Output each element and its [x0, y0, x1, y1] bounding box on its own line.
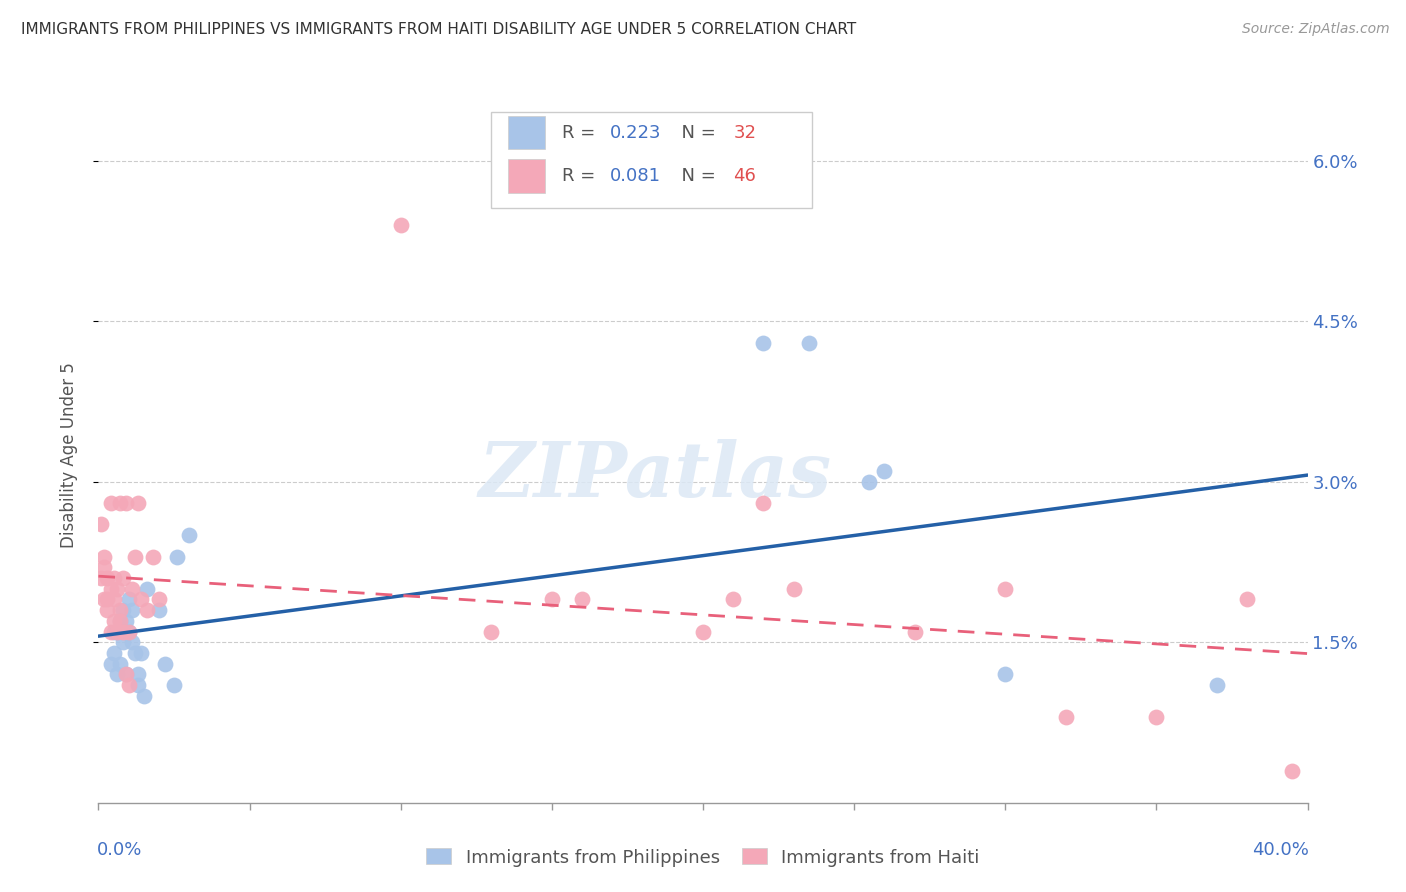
Text: 0.0%: 0.0% — [97, 841, 142, 859]
Point — [571, 592, 593, 607]
Point — [103, 646, 125, 660]
Point — [111, 603, 134, 617]
Point — [118, 624, 141, 639]
Point — [103, 624, 125, 639]
Text: 46: 46 — [734, 167, 756, 185]
Point — [108, 657, 131, 671]
Point — [118, 678, 141, 692]
Point — [96, 571, 118, 585]
Text: 0.081: 0.081 — [610, 167, 661, 185]
Point — [1054, 710, 1077, 724]
Point — [994, 582, 1017, 596]
Point — [118, 624, 141, 639]
Point — [124, 549, 146, 564]
Point — [873, 464, 896, 478]
Point — [797, 335, 820, 350]
Point — [114, 496, 136, 510]
Text: R =: R = — [561, 167, 600, 185]
Point — [389, 218, 412, 232]
Point — [111, 624, 134, 639]
Point — [142, 549, 165, 564]
Point — [692, 624, 714, 639]
Point — [129, 646, 152, 660]
Point — [135, 582, 157, 596]
Text: 40.0%: 40.0% — [1251, 841, 1309, 859]
Text: N =: N = — [671, 124, 721, 142]
Point — [108, 496, 131, 510]
Point — [118, 592, 141, 607]
Point — [166, 549, 188, 564]
Point — [96, 603, 118, 617]
Point — [121, 582, 143, 596]
Text: 0.223: 0.223 — [610, 124, 661, 142]
Point — [783, 582, 806, 596]
Point — [179, 528, 201, 542]
Point — [108, 603, 131, 617]
Point — [127, 678, 149, 692]
Text: 32: 32 — [734, 124, 756, 142]
Point — [1236, 592, 1258, 607]
Point — [127, 496, 149, 510]
Point — [105, 582, 128, 596]
Point — [121, 635, 143, 649]
Point — [93, 560, 115, 574]
Point — [1281, 764, 1303, 778]
Y-axis label: Disability Age Under 5: Disability Age Under 5 — [59, 362, 77, 548]
Point — [129, 592, 152, 607]
Point — [105, 624, 128, 639]
Point — [127, 667, 149, 681]
Point — [723, 592, 745, 607]
Point — [752, 496, 775, 510]
Text: N =: N = — [671, 167, 721, 185]
Point — [100, 624, 122, 639]
Point — [481, 624, 503, 639]
Point — [904, 624, 927, 639]
Point — [100, 657, 122, 671]
Point — [132, 689, 155, 703]
Point — [93, 549, 115, 564]
Point — [105, 624, 128, 639]
Point — [1144, 710, 1167, 724]
Point — [135, 603, 157, 617]
Point — [124, 646, 146, 660]
Point — [153, 657, 176, 671]
Point — [111, 571, 134, 585]
Point — [103, 592, 125, 607]
Point — [148, 592, 170, 607]
Point — [121, 603, 143, 617]
Point — [994, 667, 1017, 681]
FancyBboxPatch shape — [492, 112, 811, 208]
Point — [108, 614, 131, 628]
Text: ZIPatlas: ZIPatlas — [478, 439, 831, 513]
Text: Source: ZipAtlas.com: Source: ZipAtlas.com — [1241, 22, 1389, 37]
Point — [96, 592, 118, 607]
Text: IMMIGRANTS FROM PHILIPPINES VS IMMIGRANTS FROM HAITI DISABILITY AGE UNDER 5 CORR: IMMIGRANTS FROM PHILIPPINES VS IMMIGRANT… — [21, 22, 856, 37]
Point — [858, 475, 880, 489]
Legend: Immigrants from Philippines, Immigrants from Haiti: Immigrants from Philippines, Immigrants … — [419, 841, 987, 874]
Point — [540, 592, 562, 607]
Point — [90, 571, 112, 585]
Text: R =: R = — [561, 124, 600, 142]
Point — [93, 592, 115, 607]
FancyBboxPatch shape — [509, 159, 544, 193]
Point — [105, 667, 128, 681]
Point — [100, 496, 122, 510]
Point — [114, 667, 136, 681]
Point — [103, 571, 125, 585]
Point — [111, 635, 134, 649]
Point — [114, 667, 136, 681]
Point — [163, 678, 186, 692]
Point — [752, 335, 775, 350]
Point — [114, 614, 136, 628]
Point — [90, 517, 112, 532]
Point — [108, 614, 131, 628]
Point — [148, 603, 170, 617]
Point — [100, 582, 122, 596]
FancyBboxPatch shape — [509, 116, 544, 150]
Point — [1206, 678, 1229, 692]
Point — [103, 614, 125, 628]
